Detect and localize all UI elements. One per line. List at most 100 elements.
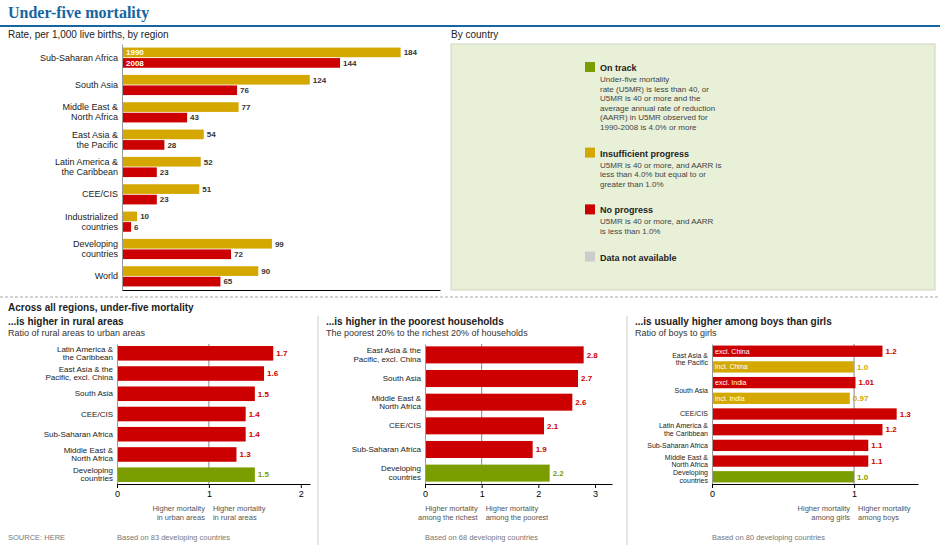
data-label: 1.0 [857,473,869,482]
text-line: less than 4.0% but equal to or [600,170,706,179]
x-tick-label: 0 [115,489,120,499]
bar [122,249,231,259]
bar [425,370,578,387]
legend-description: U5MR is 40 or more, and AARR isless than… [600,161,721,189]
text-line: Pacific, excl. China [45,373,113,382]
x-tick: 1 [207,484,212,499]
text-line: South Asia [75,80,118,90]
text-line: North Africa [379,402,421,411]
x-tick: 0 [423,484,428,499]
reference-line [481,344,482,484]
text-line: Sub-Saharan Africa [352,445,422,454]
y-tick-label: World [95,271,118,281]
data-label: 65 [223,277,232,286]
data-label: 2.6 [575,398,587,407]
bar [117,386,255,401]
y-tick: Sub-Saharan Africa [352,445,422,454]
x-axis-line [118,484,311,485]
bar [712,408,897,419]
bar [712,471,854,482]
text-line: greater than 1.0% [600,180,664,189]
data-label: 1.5 [258,390,270,399]
data-label: 1.01 [858,378,874,387]
data-label: 43 [190,113,199,122]
text-line: Pacific, excl. China [353,355,421,364]
y-tick: Latin America &the Caribbean [55,157,118,177]
data-label: 99 [275,240,284,249]
data-label: 23 [160,195,169,204]
data-labels: 1.2excl. China1.0incl. China1.01excl. In… [715,347,911,482]
y-tick: Developingcountries [73,466,113,483]
plot-area [122,48,401,287]
y-tick-label: Latin America &the Caribbean [659,422,708,436]
x-tick: 3 [593,484,598,499]
data-label: 0.97 [853,394,869,403]
y-tick-label: South Asia [75,389,114,398]
text-line: U5MR is 40 or more, and AARR [600,217,714,226]
footnote: Based on 80 developing countries [712,533,825,542]
bar-sublabel: incl. India [715,395,745,402]
data-label: 90 [261,267,270,276]
text-line: the Caribbean [63,353,113,362]
y-tick-label: Developingcountries [73,239,119,259]
y-tick: Middle East &North Africa [62,102,118,122]
y-tick: East Asia &the Pacific [72,130,119,150]
legend-description: Under-five mortalityrate (U5MR) is less … [600,75,715,132]
text-line: Under-five mortality [8,4,149,22]
y-tick-label: Industrializedcountries [65,212,119,232]
y-axis: Latin America &the Caribbean East Asia & … [44,345,118,485]
x-tick-label: 1 [207,489,212,499]
data-label: 184 [404,48,418,57]
data-label: 23 [160,168,169,177]
panel-subtitle: Ratio of rural areas to urban areas [8,328,146,338]
legend-description: U5MR is 40 or more, and AARRis less than… [600,217,714,236]
y-tick-label: East Asia & thePacific, excl. China [45,365,113,382]
y-tick-label: Sub-Saharan Africa [352,445,422,454]
y-tick-label: Developingcountries [673,469,709,483]
y-axis: East Asia & thePacific, excl. ChinaSouth… [352,345,426,485]
text-line: U5MR is 40 or more and the [600,94,701,103]
bar [122,140,164,150]
x-tick-label: 2 [536,489,541,499]
text-line: ...is higher in the poorest households [326,316,504,327]
text-line: South Asia [75,389,114,398]
y-tick: Middle East &North Africa [665,454,709,468]
plot-area [712,344,897,484]
text-line: the Caribbean [61,167,118,177]
text-line: among the richest [418,513,479,522]
legend-swatch [585,148,595,158]
y-tick-label: CEE/CIS [81,410,113,419]
y-tick: South Asia [675,387,709,394]
data-label: 1.5 [258,470,270,479]
data-label: 144 [343,59,357,68]
y-axis-line [712,345,713,485]
data-label: 28 [167,141,176,150]
y-tick: Latin America &the Caribbean [57,345,114,362]
legend-swatch [585,204,595,214]
text-line: among the poorest [486,513,549,522]
x-axis: 0 1 2 [115,484,311,499]
panel-title: ...is usually higher among boys than gir… [635,316,832,327]
x-axis-line [713,484,919,485]
x-axis-note: Higher mortalityamong girls [798,504,851,522]
x-tick-mark [712,484,713,488]
plot-area [425,344,584,484]
legend-label: On track [600,63,638,73]
chart: Under-five mortalityRate, per 1,000 live… [0,0,940,549]
map-area [451,44,935,290]
data-label: 51 [202,185,211,194]
bar [122,130,204,140]
x-axis-line [123,290,441,291]
y-tick-label: South Asia [383,374,422,383]
text-line: U5MR is 40 or more, and AARR is [600,161,721,170]
text-line: Sub-Saharan Africa [44,430,114,439]
footnote: Based on 83 developing countries [117,533,230,542]
data-label: 10 [140,212,149,221]
footnote: Based on 68 developing countries [425,533,538,542]
text-line: No progress [600,205,653,215]
y-axis-line [122,45,123,291]
bar [117,467,255,482]
x-tick-mark [854,484,855,488]
bar [712,346,882,357]
x-tick: 2 [299,484,304,499]
